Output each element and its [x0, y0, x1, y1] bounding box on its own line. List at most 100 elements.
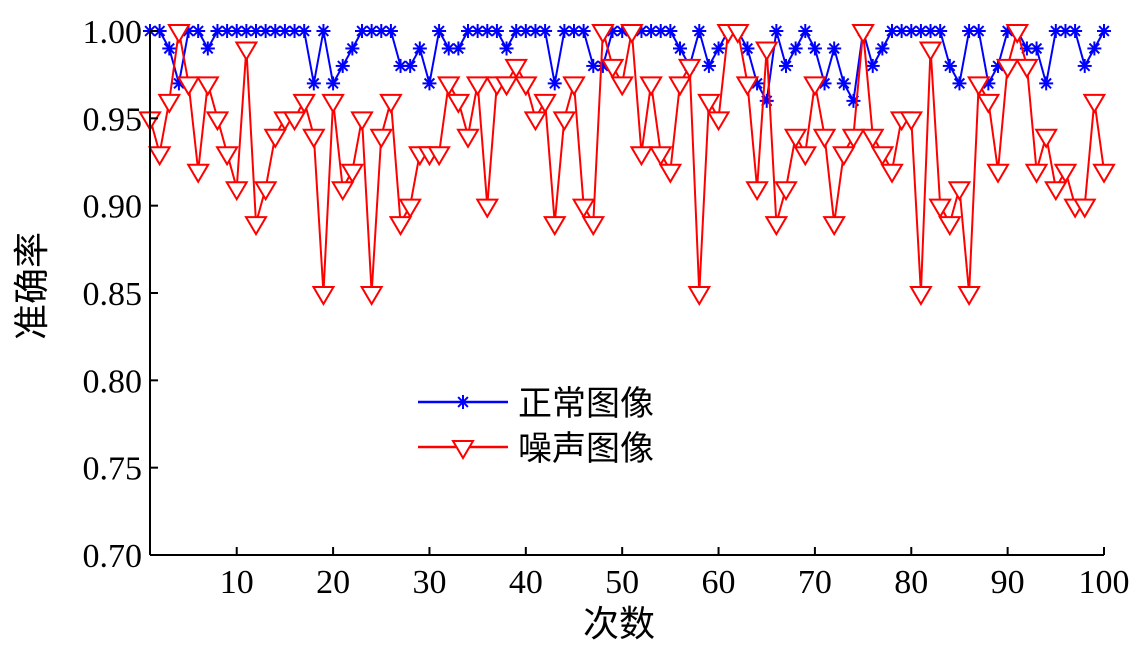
data-point: [769, 24, 784, 38]
series-noisy: [138, 24, 1116, 306]
data-point: [938, 216, 962, 237]
marker-stroke: [202, 42, 214, 55]
series-layer: [138, 24, 1116, 306]
data-point: [215, 146, 239, 167]
marker-stroke: [250, 25, 262, 37]
data-point: [335, 58, 350, 73]
marker-stroke: [568, 25, 580, 37]
data-point: [740, 41, 755, 56]
data-point: [321, 93, 345, 114]
marker-stroke: [1069, 25, 1081, 37]
data-point: [658, 163, 683, 184]
data-point: [403, 58, 418, 73]
data-point: [330, 181, 355, 202]
data-point: [620, 24, 644, 44]
data-point: [436, 76, 461, 97]
data-point: [788, 41, 803, 56]
data-point: [196, 76, 220, 97]
data-point: [875, 41, 890, 56]
data-point: [302, 128, 326, 149]
data-point: [812, 128, 837, 149]
data-point: [567, 24, 581, 38]
legend-marker-noisy: [451, 440, 475, 460]
data-point: [648, 146, 673, 167]
x-tick-label: 20: [316, 564, 350, 601]
marker-stroke: [838, 77, 850, 90]
marker-stroke: [1030, 42, 1043, 55]
y-tick-label: 0.70: [83, 538, 143, 575]
data-point: [942, 58, 957, 73]
data-point: [1082, 93, 1107, 114]
marker-stroke: [953, 77, 966, 90]
data-point: [860, 128, 885, 149]
data-point: [456, 128, 480, 149]
data-point: [697, 93, 721, 114]
data-point: [229, 24, 244, 38]
marker-stroke: [558, 25, 570, 37]
data-point: [600, 58, 625, 79]
x-tick-label: 30: [412, 564, 446, 601]
data-point: [292, 93, 316, 114]
data-point: [205, 111, 230, 132]
marker-stroke: [635, 25, 648, 37]
axes-layer: 10 20 30 40 50 60 70 80 90 100 0.70 0.75 0.80 0.85 0.9…: [83, 14, 1130, 601]
marker-stroke: [578, 25, 590, 37]
marker-stroke: [664, 25, 676, 37]
data-point: [350, 111, 374, 132]
data-point: [899, 111, 924, 132]
data-point: [316, 24, 331, 38]
data-point: [432, 24, 447, 38]
data-point: [846, 93, 861, 108]
data-point: [576, 24, 591, 38]
legend-label-noisy: 噪声图像: [518, 429, 654, 469]
marker-stroke: [433, 25, 445, 37]
data-point: [253, 181, 278, 202]
marker-stroke: [770, 25, 782, 37]
marker-stroke: [549, 77, 561, 90]
data-point: [297, 24, 312, 38]
marker-stroke: [346, 42, 358, 55]
data-point: [167, 24, 191, 44]
data-point: [591, 24, 615, 44]
data-point: [807, 41, 822, 56]
marker-stroke: [385, 25, 397, 37]
marker-stroke: [375, 25, 387, 37]
marker-stroke: [404, 60, 416, 72]
marker-stroke: [288, 25, 301, 37]
data-point: [673, 41, 687, 56]
data-point: [711, 41, 726, 56]
data-point: [803, 76, 827, 97]
marker-stroke: [915, 25, 927, 37]
data-point: [663, 24, 678, 38]
marker-stroke: [799, 25, 811, 37]
y-tick-label: 1.00: [83, 14, 143, 51]
legend-marker-shape: [456, 395, 470, 409]
data-point: [677, 58, 702, 79]
data-point: [836, 76, 851, 91]
marker-stroke: [712, 42, 725, 55]
marker-stroke: [1088, 42, 1100, 55]
x-tick-label: 60: [702, 564, 736, 601]
marker-stroke: [231, 25, 243, 37]
marker-stroke: [790, 42, 802, 55]
marker-stroke: [741, 42, 754, 55]
data-point: [880, 163, 904, 184]
data-point: [263, 128, 288, 149]
data-point: [995, 58, 1020, 79]
data-point: [369, 128, 394, 149]
marker-stroke: [279, 25, 291, 37]
legend-marker-normal: [456, 395, 470, 409]
data-point: [1034, 128, 1058, 149]
data-point: [832, 146, 856, 167]
data-point: [1077, 58, 1092, 73]
data-point: [157, 93, 182, 114]
marker-stroke: [182, 25, 195, 37]
data-point: [398, 198, 422, 219]
legend: 正常图像 噪声图像: [418, 384, 654, 469]
data-point: [798, 24, 813, 38]
data-point: [701, 58, 716, 73]
marker-stroke: [905, 25, 917, 37]
data-point: [379, 93, 403, 114]
marker-stroke: [934, 25, 946, 37]
data-point: [412, 41, 427, 56]
